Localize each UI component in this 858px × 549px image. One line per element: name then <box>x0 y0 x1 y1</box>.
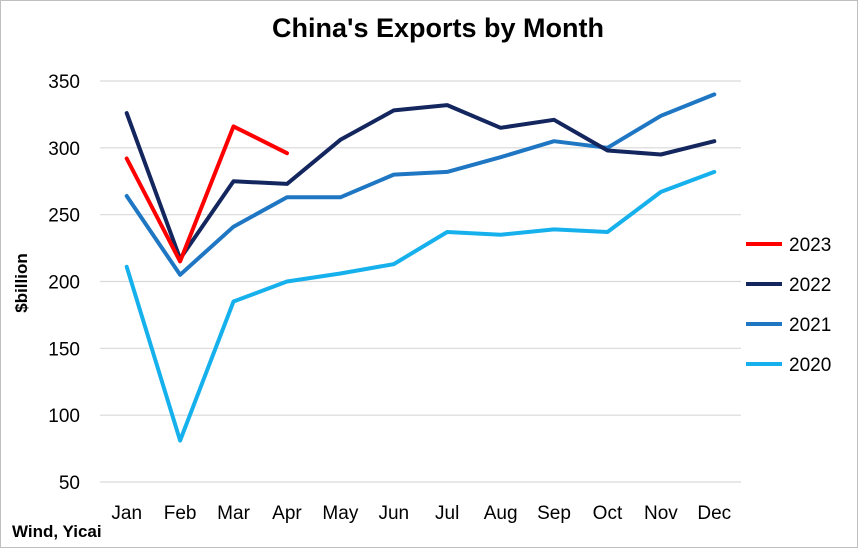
legend-label-2022: 2022 <box>789 275 831 296</box>
legend-label-2020: 2020 <box>789 355 831 376</box>
y-tick-label: 50 <box>59 473 80 494</box>
y-tick-label: 350 <box>48 72 80 93</box>
y-axis-label: $billion <box>12 253 31 313</box>
x-tick-label: Jun <box>378 503 409 524</box>
series-line-2023 <box>124 124 289 264</box>
x-tick-label: Apr <box>272 503 302 524</box>
y-tick-label: 200 <box>48 273 80 294</box>
x-axis-ticks: Jan Feb Mar Apr May Jun Jul Aug Sep Oct Nov Dec <box>111 503 731 524</box>
y-tick-label: 300 <box>48 139 80 160</box>
legend-label-2023: 2023 <box>789 235 831 256</box>
x-tick-label: Jan <box>111 503 142 524</box>
chart-title: China's Exports by Month <box>272 13 604 43</box>
x-tick-label: Oct <box>593 503 623 524</box>
series-line-2022 <box>124 103 717 261</box>
source-note: Wind, Yicai <box>12 522 102 541</box>
x-tick-label: Nov <box>644 503 678 524</box>
y-tick-label: 150 <box>48 339 80 360</box>
x-tick-label: Feb <box>164 503 197 524</box>
series-line-2021 <box>124 92 717 277</box>
legend-label-2021: 2021 <box>789 315 831 336</box>
x-tick-label: Dec <box>697 503 731 524</box>
x-tick-label: Mar <box>217 503 250 524</box>
x-tick-label: Aug <box>484 503 518 524</box>
x-tick-label: Jul <box>435 503 459 524</box>
y-axis-ticks: 50 100 150 200 250 300 350 <box>48 72 80 494</box>
y-tick-label: 250 <box>48 206 80 227</box>
series-line-2020 <box>124 169 717 443</box>
y-tick-label: 100 <box>48 406 80 427</box>
x-tick-label: May <box>322 503 358 524</box>
series-lines <box>124 92 717 443</box>
x-tick-label: Sep <box>537 503 571 524</box>
gridlines <box>100 80 741 483</box>
legend: 2023 2022 2021 2020 <box>746 235 831 376</box>
